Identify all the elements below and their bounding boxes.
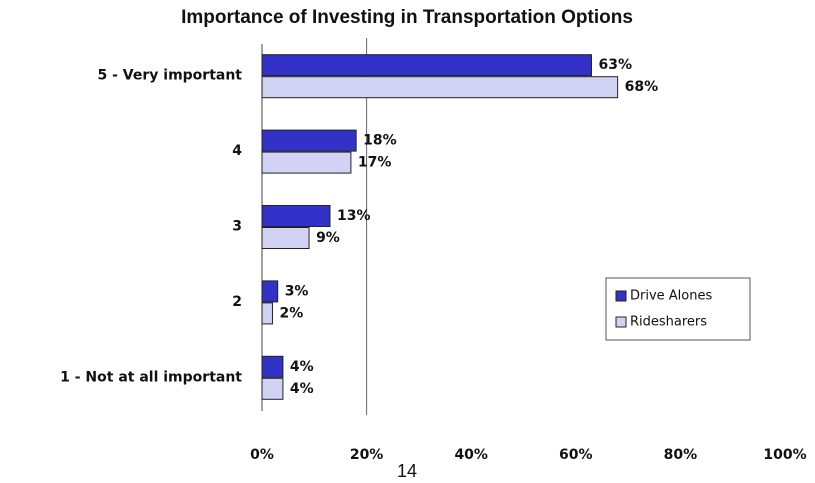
x-tick-label: 20% [350,447,384,463]
bar-label: 2% [279,305,303,321]
bar [261,377,284,400]
x-tick-label: 100% [763,447,806,463]
legend-swatch [615,316,627,328]
bar [261,280,279,303]
bar [261,355,284,378]
bar [261,54,592,77]
legend-label: Ridesharers [630,315,707,330]
legend-box [605,277,751,341]
legend-swatch [615,290,627,302]
y-tick-label: 5 - Very important [98,68,243,84]
bar [261,205,331,227]
x-tick-label: 60% [559,447,593,463]
bar [261,129,357,152]
bar-label: 68% [625,79,659,95]
y-tick-label: 3 [232,219,242,235]
legend-label: Drive Alones [630,289,712,304]
y-tick-label: 2 [232,294,242,310]
bar-label: 63% [598,57,632,73]
x-tick-label: 80% [664,447,698,463]
bar [261,76,619,99]
bar-label: 3% [285,283,309,299]
bar-label: 4% [290,381,314,397]
y-tick-label: 4 [232,143,242,159]
bar [261,227,310,249]
bar-label: 9% [316,230,340,246]
bar-label: 18% [363,133,397,149]
bar-label: 4% [290,359,314,375]
page-number: 14 [397,461,417,481]
y-tick-label: 1 - Not at all important [60,369,242,385]
bar [261,151,352,174]
chart-title: Importance of Investing in Transportatio… [181,7,633,28]
x-tick-label: 0% [250,447,274,463]
x-tick-label: 40% [454,447,488,463]
bar-label: 13% [337,208,371,224]
bar-label: 17% [358,155,392,171]
bar [261,302,273,325]
